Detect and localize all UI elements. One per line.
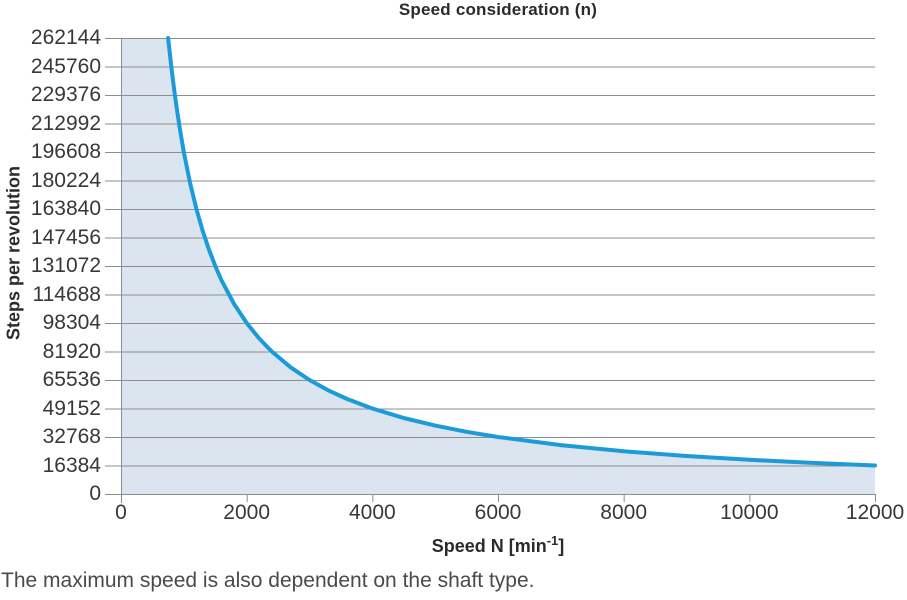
y-tick-label-262144: 262144 — [30, 26, 101, 49]
y-tick-label-180224: 180224 — [30, 168, 101, 192]
y-tick-label-131072: 131072 — [30, 254, 101, 277]
x-axis-title-text: Speed N [min — [431, 536, 547, 556]
x-tick-label-4000: 4000 — [348, 501, 396, 524]
y-tick-label-229376: 229376 — [30, 83, 101, 106]
y-tick-label-147456: 147456 — [30, 225, 101, 249]
x-tick-label-6000: 6000 — [474, 501, 522, 524]
x-tick-label-10000: 10000 — [720, 501, 779, 524]
x-axis-title: Speed N [min-1] — [121, 533, 875, 557]
y-tick-label-163840: 163840 — [30, 197, 101, 220]
y-tick-label-16384: 16384 — [42, 453, 101, 477]
figure-caption: The maximum speed is also dependent on t… — [1, 569, 535, 592]
y-tick-label-245760: 245760 — [30, 54, 101, 78]
y-tick-label-98304: 98304 — [42, 311, 101, 334]
y-tick-label-49152: 49152 — [42, 396, 101, 420]
y-tick-label-0: 0 — [89, 482, 101, 505]
y-tick-label-212992: 212992 — [30, 111, 101, 135]
speed-curve — [166, 36, 877, 468]
x-axis-title-bracket: ] — [558, 536, 565, 556]
x-tick-label-12000: 12000 — [845, 501, 905, 524]
y-tick-label-81920: 81920 — [42, 339, 101, 363]
x-tick-label-2000: 2000 — [223, 501, 271, 524]
y-tick-label-65536: 65536 — [42, 368, 101, 391]
x-tick-label-0: 0 — [115, 501, 127, 524]
x-axis-title-superscript: -1 — [546, 533, 559, 548]
chart-title: Speed consideration (n) — [398, 0, 598, 19]
y-tick-label-114688: 114688 — [32, 282, 101, 306]
y-tick-label-196608: 196608 — [30, 140, 101, 163]
y-tick-label-32768: 32768 — [42, 425, 101, 448]
x-tick-label-8000: 8000 — [600, 501, 648, 524]
curve-area-fill — [121, 38, 875, 494]
